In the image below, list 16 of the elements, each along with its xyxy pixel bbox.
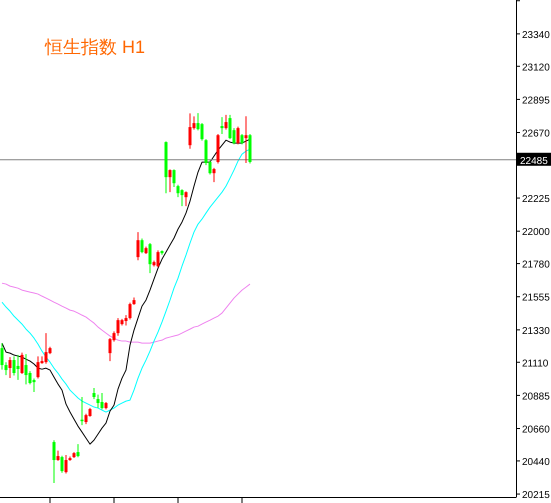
y-tick-label: 21555 bbox=[522, 292, 550, 304]
y-tick-label: 23120 bbox=[522, 62, 550, 74]
y-tick-label: 21110 bbox=[522, 358, 549, 370]
y-tick-label: 20660 bbox=[522, 424, 550, 436]
y-tick-label: 22000 bbox=[522, 227, 550, 238]
y-tick-label: 23340 bbox=[522, 30, 550, 41]
y-tick-label: 22895 bbox=[522, 95, 550, 106]
y-tick-label: 21330 bbox=[522, 326, 550, 337]
ref-line-label: 22485 bbox=[520, 156, 548, 167]
y-tick-label: 22225 bbox=[522, 194, 550, 206]
y-tick-label: 20885 bbox=[522, 391, 550, 402]
y-tick-label: 20215 bbox=[522, 490, 550, 502]
y-tick-label: 21780 bbox=[522, 260, 550, 271]
y-tick-label: 20440 bbox=[522, 456, 550, 468]
text: 恒生指数 H1 bbox=[44, 37, 146, 57]
y-tick-label: 22670 bbox=[522, 128, 550, 140]
